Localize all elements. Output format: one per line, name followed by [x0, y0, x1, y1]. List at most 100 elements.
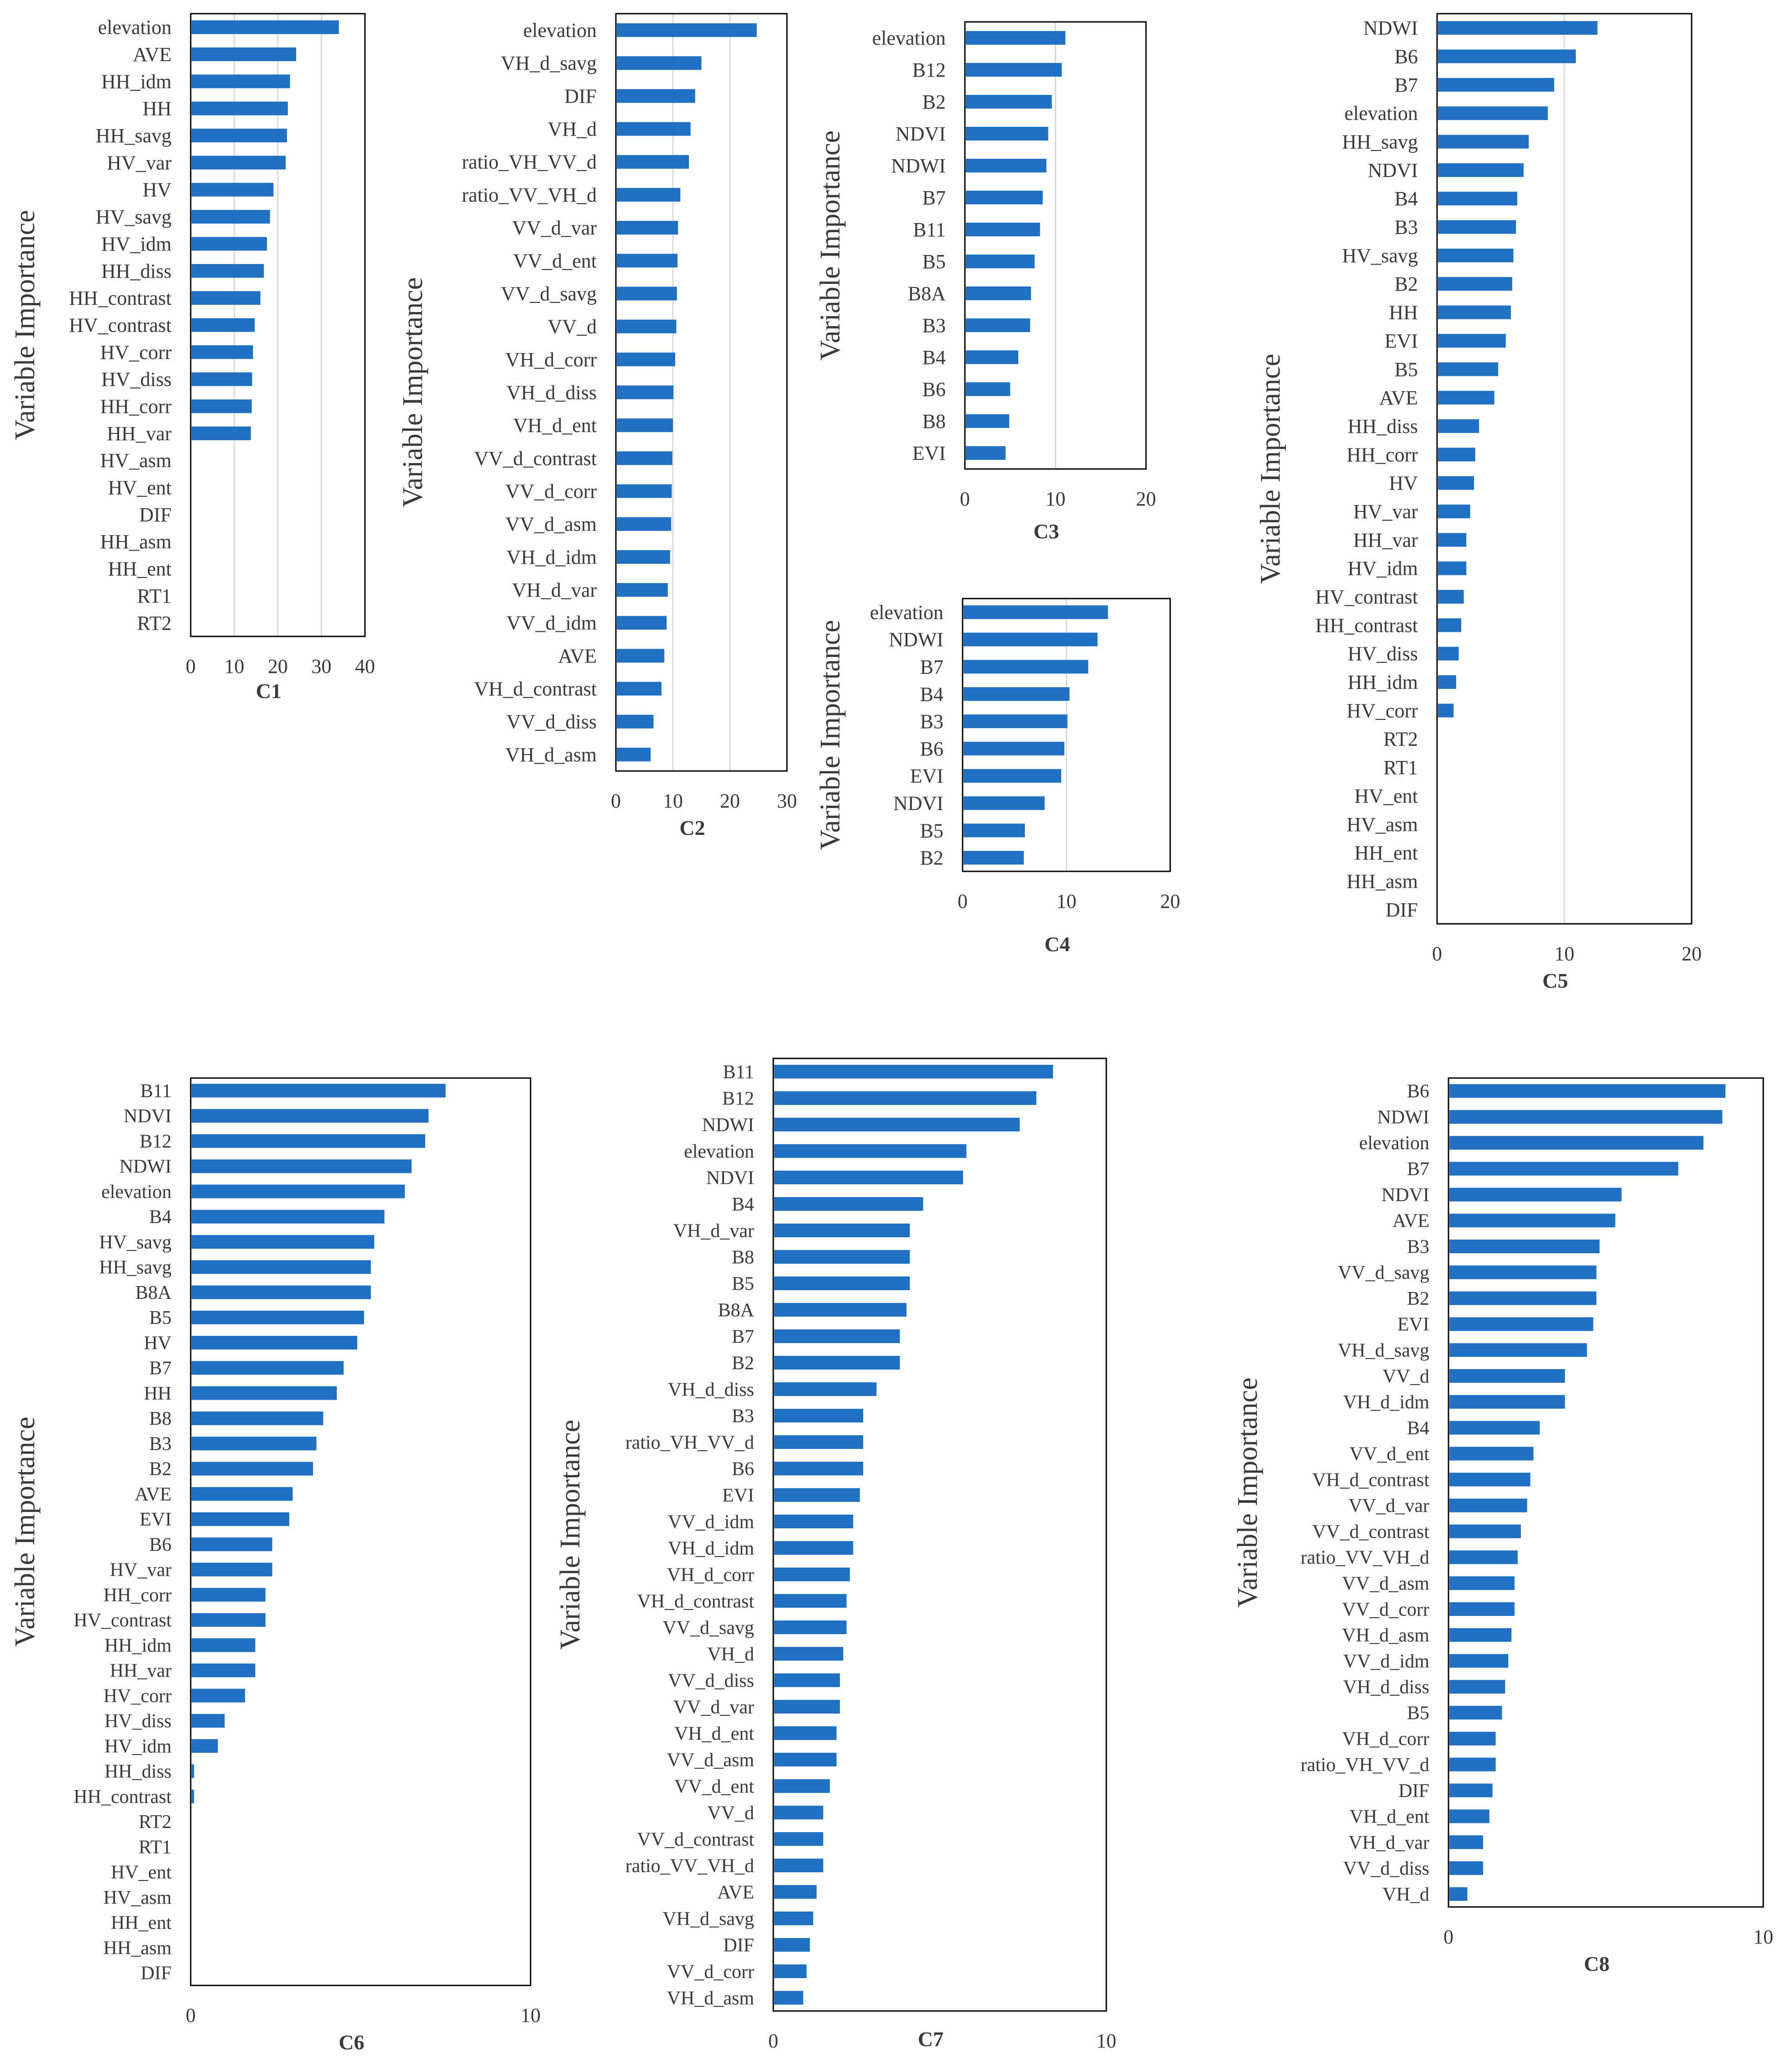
bar-b8a: [966, 287, 1031, 300]
bar-ndvi: [192, 1109, 429, 1123]
panel-title: C7: [918, 2027, 943, 2051]
x-tick-label: 20: [1682, 943, 1702, 965]
bar-b7: [964, 660, 1089, 674]
bar-hv-contrast: [1438, 590, 1464, 604]
category-label: VH_d_contrast: [1312, 1469, 1429, 1490]
category-label: B2: [922, 91, 946, 113]
bar-vv-d-contrast: [774, 1832, 823, 1846]
category-label: B8A: [135, 1282, 172, 1303]
bar-vh-d-ent: [774, 1726, 837, 1740]
bar-hv-savg: [192, 210, 270, 224]
category-label: B4: [732, 1194, 754, 1215]
chart-panel-c2: elevation VH_d_savg DIF VH_d ratio_VH_VV_dra…: [397, 13, 797, 839]
bar-b12: [966, 63, 1062, 77]
x-tick-label: 30: [777, 790, 797, 812]
x-tick-label: 30: [312, 655, 332, 677]
y-axis-label: Variable Importance: [555, 1420, 586, 1650]
bar-vv-d-diss: [1449, 1861, 1483, 1875]
panel-title: C8: [1584, 1952, 1610, 1975]
bar-vh-d-ent: [617, 418, 673, 432]
bar-ndvi: [774, 1171, 964, 1184]
category-label: HH: [142, 98, 172, 120]
category-label: VV_d_diss: [1343, 1858, 1429, 1879]
category-label: VV_d_ent: [674, 1776, 754, 1797]
bar-b6: [966, 382, 1011, 396]
bar-vh-d: [1449, 1887, 1468, 1901]
bar-b4: [1449, 1421, 1540, 1435]
bar-vh-d-asm: [774, 1991, 803, 2005]
category-label: HV_diss: [101, 368, 172, 391]
category-label: HH_savg: [96, 125, 172, 147]
category-label: HH_contrast: [1315, 614, 1418, 636]
y-axis-label: Variable Importance: [10, 1417, 41, 1646]
category-label: VH_d_contrast: [637, 1591, 754, 1612]
category-label: HH_var: [110, 1661, 172, 1682]
bar-b6: [774, 1462, 864, 1475]
category-label: B3: [149, 1433, 172, 1454]
category-label: HH_corr: [1347, 443, 1418, 466]
bar-vh-d-asm: [1449, 1628, 1511, 1642]
bar-ndvi: [966, 127, 1048, 141]
bar-vv-d-idm: [617, 616, 667, 630]
bar-hv-var: [192, 1563, 272, 1577]
plot-frame: [962, 598, 1171, 872]
category-label: B3: [920, 710, 943, 733]
category-label: NDWI: [1377, 1107, 1429, 1128]
plot-frame: [1448, 1077, 1764, 1908]
bar-hv: [1438, 476, 1474, 490]
plot-frame: [190, 1077, 531, 1986]
category-label: ratio_VH_VV_d: [625, 1432, 754, 1453]
bar-vh-d-corr: [617, 352, 675, 366]
bar-ratio-vh-vv-d: [774, 1435, 864, 1449]
chart-panel-c4: elevation NDWI B7 B4 B3 B6 EVI NDVI B5 B2 0 10 20 C4 V…: [815, 598, 1180, 956]
bar-b8: [774, 1250, 910, 1264]
category-label: HV: [142, 179, 172, 201]
category-label: B2: [920, 847, 943, 869]
category-label: B5: [922, 250, 946, 273]
category-label: VH_d_savg: [501, 52, 597, 74]
bar-vh-d-savg: [617, 56, 702, 70]
bar-hh: [192, 1386, 337, 1400]
bar-vh-d-idm: [1449, 1395, 1565, 1409]
category-label: RT1: [139, 1837, 172, 1858]
category-label: HH_contrast: [69, 287, 172, 309]
bar-ndwi: [1449, 1110, 1723, 1124]
bar-ave: [1438, 391, 1495, 405]
x-tick-label: 0: [958, 890, 968, 912]
bar-b4: [966, 350, 1019, 364]
bar-vh-d: [617, 122, 691, 136]
category-label: B8: [149, 1408, 172, 1429]
bar-hv: [192, 1336, 358, 1350]
category-label: B4: [149, 1207, 172, 1228]
category-label: B8: [922, 410, 946, 432]
category-label: VH_d_var: [673, 1220, 754, 1241]
bar-hh-var: [1438, 533, 1467, 547]
bar-ave: [192, 1487, 293, 1501]
category-label: VV_d_corr: [505, 480, 597, 502]
category-label: VV_d_ent: [1349, 1444, 1429, 1465]
category-label: HH: [144, 1383, 172, 1404]
category-label: VV_d_var: [673, 1697, 754, 1718]
category-label: DIF: [139, 504, 172, 526]
bar-hh-diss: [1438, 419, 1479, 433]
bar-ave: [774, 1885, 817, 1899]
category-label: HH_var: [1353, 529, 1418, 551]
panel-title: C3: [1033, 520, 1059, 543]
category-label: HV_asm: [1347, 813, 1418, 836]
category-label: B4: [922, 346, 946, 369]
category-label: B6: [922, 378, 946, 401]
category-label: HH_diss: [104, 1761, 172, 1782]
category-label: elevation: [101, 1182, 172, 1203]
category-label: HH_savg: [1342, 131, 1418, 153]
bar-b7: [966, 191, 1043, 204]
category-label: B4: [1407, 1418, 1429, 1439]
bar-hv: [192, 182, 274, 197]
bar-elevation: [964, 605, 1108, 619]
category-label: HH_idm: [1348, 671, 1418, 693]
category-label: B8A: [908, 282, 946, 305]
bar-ndwi: [192, 1159, 412, 1173]
category-label: ratio_VH_VV_d: [1301, 1755, 1429, 1776]
bar-hh-savg: [192, 1260, 371, 1274]
category-label: elevation: [870, 601, 943, 624]
